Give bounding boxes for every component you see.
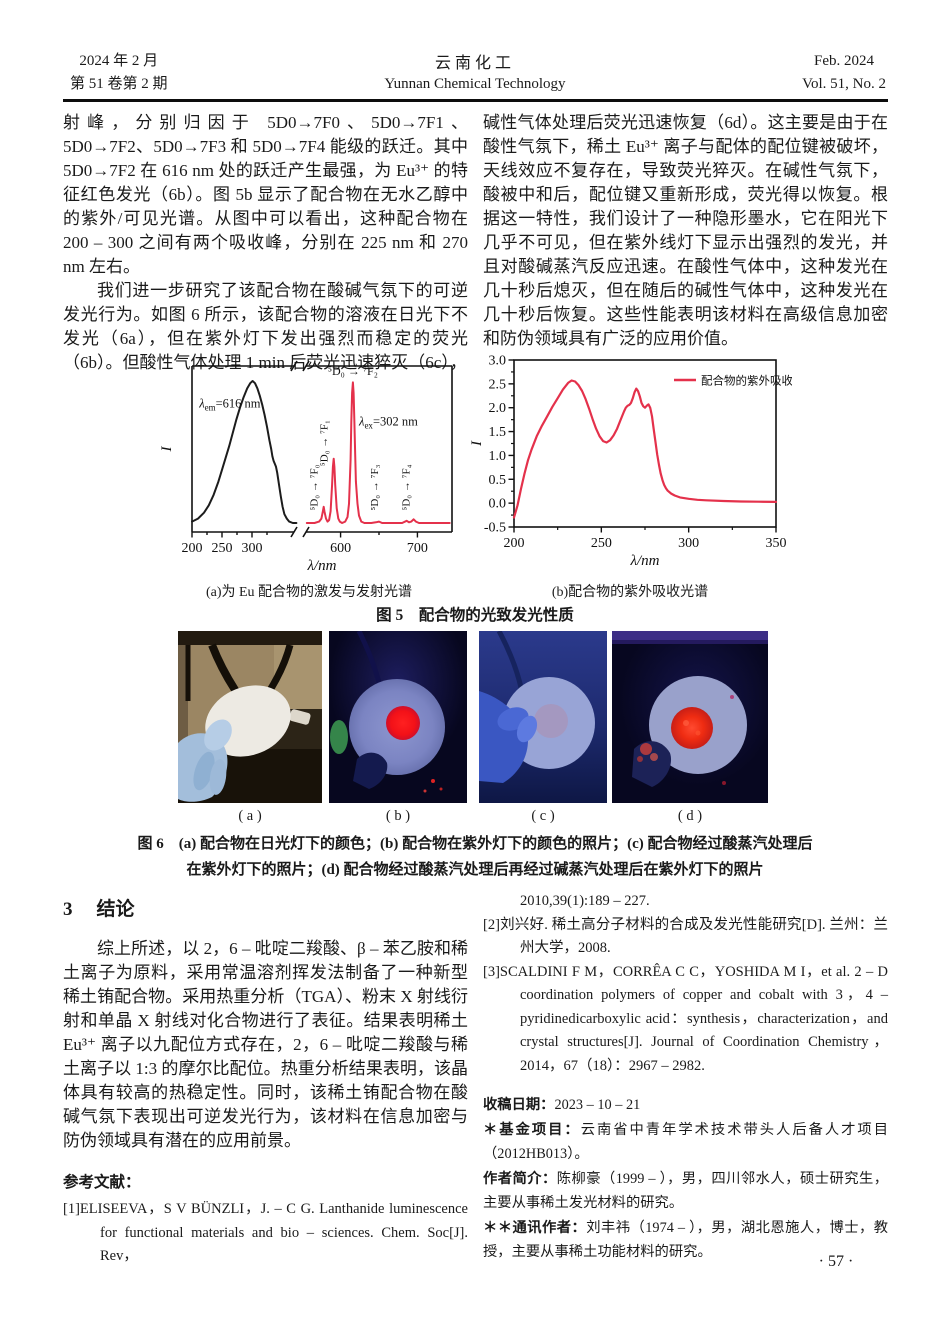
reference-item: [1]ELISEEVA，S V BÜNZLI，J. – C G. Lanthan… [63,1198,468,1269]
figure5b-uv-absorption-chart: 200 250 300 350 -0.5 0.0 0.5 1.0 1.5 2.0 2.5 3.0 λ/n… [469,354,792,570]
header-date-en: Feb. 2024 [814,53,875,69]
text-row-2: 3 结论 综上所述，以 2，6 – 吡啶二羧酸、β – 苯乙胺和稀土离子为原料，采… [63,890,888,1270]
section-number: 3 [63,899,73,920]
references-heading: 参考文献： [63,1174,141,1191]
red-luminescent-spot [671,707,713,749]
journal-title-cn: 云南化工 [434,55,515,72]
svg-text:λ/nm: λ/nm [630,553,660,569]
photo-b-label: ( b ) [385,808,411,824]
left-column: 3 结论 综上所述，以 2，6 – 吡啶二羧酸、β – 苯乙胺和稀土离子为原料，采… [63,890,468,1270]
reference-text: ELISEEVA，S V BÜNZLI，J. – C G. Lanthanide… [79,1201,468,1264]
svg-text:I: I [469,440,485,447]
photo-c-label: ( c ) [531,808,555,824]
left-column: 射峰，分别归因于 5D0→7F0、5D0→7F1、5D0→7F2、5D0→7F3… [63,111,468,372]
quenched-spot [534,704,568,738]
journal-title-en: Yunnan Chemical Technology [384,76,566,92]
svg-text:200: 200 [504,536,525,551]
svg-text:配合物的紫外吸收: 配合物的紫外吸收 [701,374,792,388]
svg-text:250: 250 [212,541,233,556]
figure5a-caption: (a)为 Eu 配合物的激发与发射光谱 [205,585,413,600]
svg-text:λex=302 nm: λex=302 nm [358,414,418,430]
paragraph: 射峰，分别归因于 5D0→7F0、5D0→7F1、5D0→7F2、5D0→7F3… [63,113,468,276]
reference-text: SCALDINI F M，CORRÊA C C，YOSHIDA M I，et a… [499,963,888,1074]
svg-text:300: 300 [678,536,699,551]
section-heading: 3 结论 [63,894,468,921]
fund-project: ＊基金项目：云南省中青年学术技术带头人后备人才项目（2012HB013）。 [483,1121,889,1163]
reference-label: [3] [483,963,500,980]
figure6-caption-line2: 在紫外灯下的照片；(d) 配合物经过酸蒸汽处理后再经过碱蒸汽处理后在紫外灯下的照… [186,862,764,878]
corresponding-author: ＊＊通讯作者：刘丰祎（1974 – ），男，湖北恩施人，博士，教授，主要从事稀土… [483,1219,888,1261]
author-bio: 作者简介：陈柳豪（1999 – ），男，四川邻水人，硕士研究生，主要从事稀土发光… [483,1170,888,1212]
article-notes: 收稿日期：2023 – 10 – 21 ＊基金项目：云南省中青年学术技术带头人后… [483,1093,888,1265]
svg-text:⁵D₀ → ⁷F₃: ⁵D₀ → ⁷F₃ [369,464,381,510]
header-date-cn: 2024 年 2 月 [79,53,159,69]
photo-b-graphic [329,631,467,803]
svg-text:2.5: 2.5 [489,377,507,392]
photo-c-after-acid [479,631,607,803]
svg-text:350: 350 [766,536,787,551]
svg-text:200: 200 [182,541,203,556]
svg-text:600: 600 [330,541,351,556]
svg-text:⁵D₀ → ⁷F₁: ⁵D₀ → ⁷F₁ [319,420,331,466]
figure5b-caption: (b)配合物的紫外吸收光谱 [551,585,709,600]
svg-text:λem=616 nm: λem=616 nm [198,397,261,413]
photo-d-graphic [612,631,768,803]
svg-text:-0.5: -0.5 [484,521,506,536]
reference-item: [3]SCALDINI F M，CORRÊA C C，YOSHIDA M I，e… [483,961,888,1079]
header-volume-cn: 第 51 卷第 2 期 [70,76,168,92]
figure6-caption-line1: 图 6 (a) 配合物在日光灯下的颜色；(b) 配合物在紫外灯下的颜色的照片；(… [137,836,813,852]
photo-a-label: ( a ) [238,808,262,824]
svg-text:⁵D₀ → ⁷F₀: ⁵D₀ → ⁷F₀ [309,464,321,510]
svg-text:λ/nm: λ/nm [307,558,337,574]
svg-text:⁵D₀ → ⁷F₄: ⁵D₀ → ⁷F₄ [401,464,413,510]
section-title: 结论 [96,899,135,920]
svg-text:1.5: 1.5 [489,425,507,440]
paragraph: 碱性气体处理后荧光迅速恢复（6d）。这主要是由于在酸性气氛下，稀土 Eu³⁺ 离… [483,113,888,348]
photo-d-label: ( d ) [677,808,703,824]
svg-text:0.5: 0.5 [489,473,507,488]
photo-b-uv-fluorescent [329,631,467,803]
svg-text:700: 700 [407,541,428,556]
glove [353,752,388,789]
header-volume-en: Vol. 51, No. 2 [802,76,886,92]
received-date: 收稿日期：2023 – 10 – 21 [483,1097,641,1113]
svg-text:0.0: 0.0 [489,497,507,512]
reference-text: 刘兴好. 稀土高分子材料的合成及发光性能研究[D]. 兰州：兰州大学，2008. [499,916,888,957]
red-luminescent-spot [386,706,420,740]
svg-text:1.0: 1.0 [489,449,507,464]
right-column: 2010,39(1):189 – 227. [2]刘兴好. 稀土高分子材料的合成… [483,890,888,1270]
reference-label: [1] [63,1201,80,1217]
svg-text:300: 300 [242,541,263,556]
header-issue-info-en: Feb. 2024 Vol. 51, No. 2 [802,50,886,96]
text-row-1: 射峰，分别归因于 5D0→7F0、5D0→7F1、5D0→7F2、5D0→7F3… [63,111,888,372]
right-column: 碱性气体处理后荧光迅速恢复（6d）。这主要是由于在酸性气氛下，稀土 Eu³⁺ 离… [483,111,888,355]
svg-text:⁵D₀ → ⁷F₂: ⁵D₀ → ⁷F₂ [328,364,378,378]
header-rule [63,99,888,102]
photo-d-after-base-recovery [612,631,768,803]
svg-text:I: I [159,446,175,453]
reference-item: [2]刘兴好. 稀土高分子材料的合成及发光性能研究[D]. 兰州：兰州大学，20… [483,914,888,961]
paragraph: 我们进一步研究了该配合物在酸碱气氛下的可逆发光行为。如图 6 所示，该配合物的溶… [63,281,468,372]
reference-label: [2] [483,916,500,933]
svg-text:250: 250 [591,536,612,551]
header-issue-info: 2024 年 2 月 第 51 卷第 2 期 [70,50,168,96]
svg-text:3.0: 3.0 [489,354,507,369]
conclusion-paragraph: 综上所述，以 2，6 – 吡啶二羧酸、β – 苯乙胺和稀土离子为原料，采用常温溶… [63,939,468,1150]
photo-a-daylight [178,631,322,803]
figure5-caption: 图 5 配合物的光致发光性质 [376,607,574,624]
glove [479,691,528,783]
photo-c-graphic [479,631,607,803]
page-number: · 57 · [818,1253,854,1270]
photo-a-graphic [178,631,322,803]
svg-text:2.0: 2.0 [489,401,507,416]
reference-continuation: 2010,39(1):189 – 227. [520,893,650,909]
journal-title: 云南化工 Yunnan Chemical Technology [0,49,950,93]
